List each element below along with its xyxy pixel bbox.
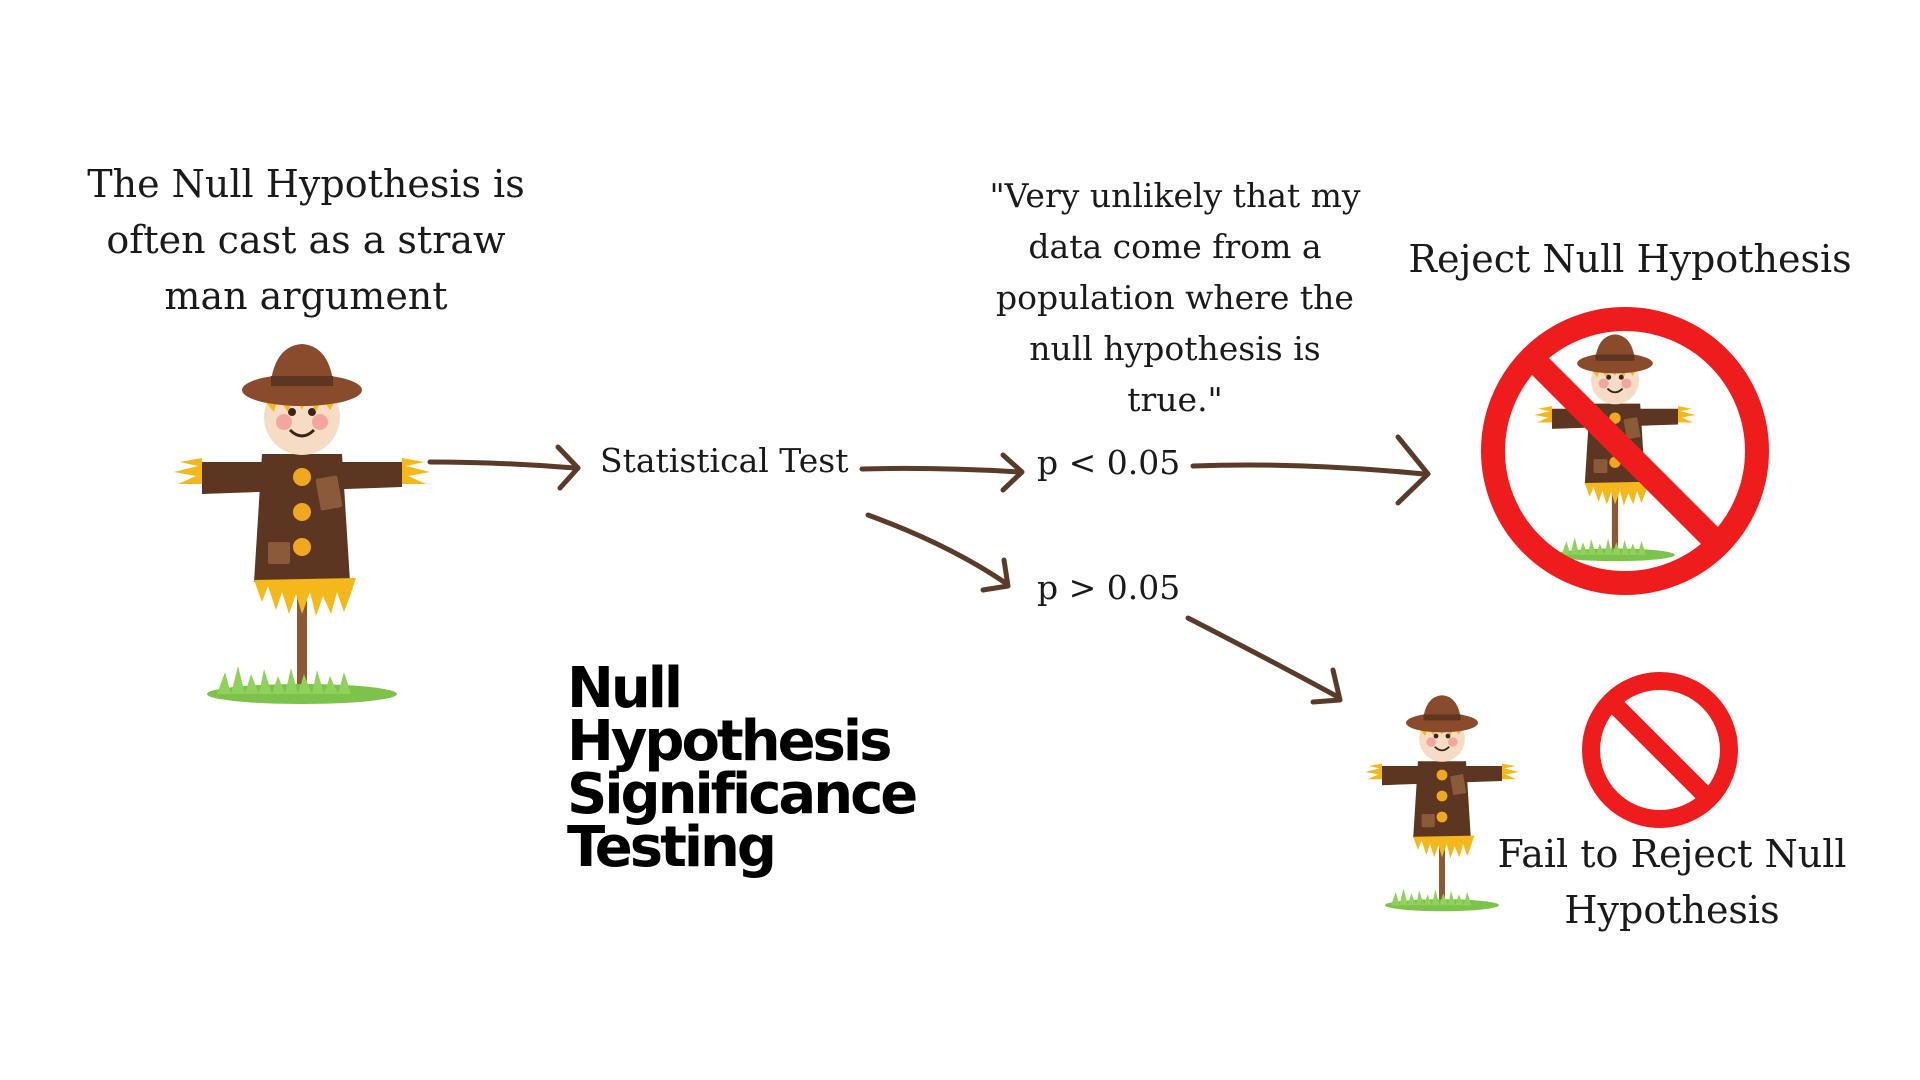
quote-text: "Very unlikely that my data come from a … [968, 170, 1382, 425]
quote-line: true." [1127, 380, 1223, 419]
title-line: Significance [567, 762, 918, 827]
prohibition-sign-icon-reject [1481, 307, 1769, 595]
arrow-plow-to-reject [1190, 434, 1431, 506]
title-line: Null [567, 656, 683, 721]
quote-line: null hypothesis is [1029, 329, 1321, 368]
arrow-phigh-to-fail [1185, 615, 1343, 705]
reject-label: Reject Null Hypothesis [1408, 237, 1852, 281]
prohibition-sign-icon-fail [1582, 672, 1738, 828]
page-title: Null Hypothesis Significance Testing [567, 656, 918, 880]
quote-line: "Very unlikely that my [989, 176, 1361, 215]
fail-to-reject-label: Fail to Reject Null Hypothesis [1490, 826, 1854, 938]
intro-line: man argument [164, 274, 448, 318]
fail-line: Fail to Reject Null [1497, 832, 1847, 876]
title-line: Hypothesis [567, 709, 892, 774]
arrow-test-to-phigh [865, 512, 1011, 593]
p-high-label: p > 0.05 [1037, 568, 1181, 607]
fail-line: Hypothesis [1564, 888, 1780, 932]
statistical-test-label: Statistical Test [600, 441, 849, 480]
p-low-label: p < 0.05 [1037, 443, 1181, 482]
scarecrow-icon-main [172, 342, 432, 706]
intro-line: often cast as a straw [106, 218, 506, 262]
arrow-scarecrow-to-test [427, 444, 581, 491]
arrow-test-to-plow [859, 452, 1025, 493]
intro-text: The Null Hypothesis is often cast as a s… [60, 156, 552, 324]
intro-line: The Null Hypothesis is [87, 162, 525, 206]
quote-line: population where the [996, 278, 1354, 317]
quote-line: data come from a [1028, 227, 1322, 266]
title-line: Testing [567, 815, 777, 880]
